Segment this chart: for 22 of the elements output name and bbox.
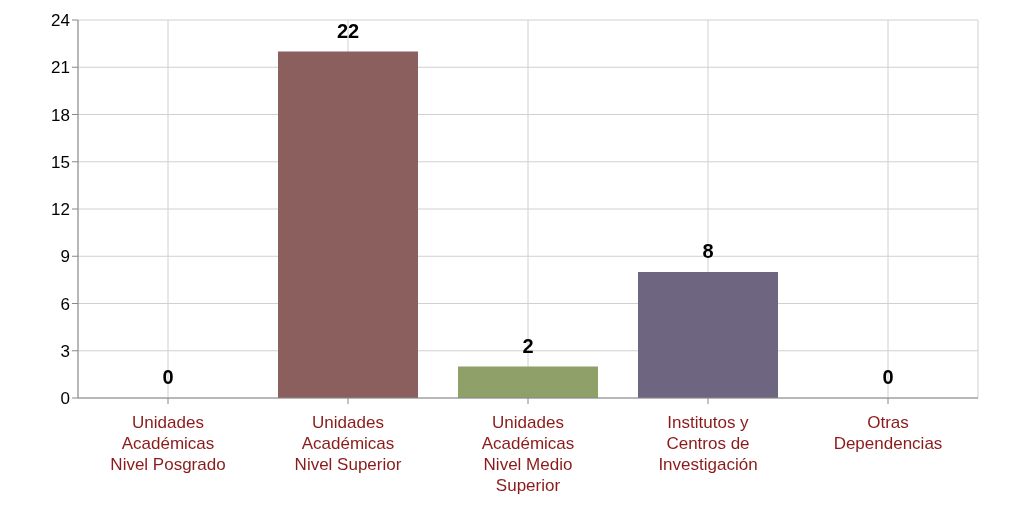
x-tick-label: Unidades Académicas Nivel Superior [294, 413, 402, 474]
y-tick-label: 15 [51, 152, 70, 172]
y-tick-label: 12 [51, 200, 70, 220]
y-tick-label: 24 [51, 11, 70, 31]
y-tick-label: 3 [60, 341, 70, 361]
x-tick-label: Unidades Académicas Nivel Medio Superior [481, 413, 575, 495]
bar [638, 272, 778, 398]
data-label: 0 [162, 366, 174, 388]
y-tick-label: 6 [60, 294, 70, 314]
data-label: 22 [336, 19, 360, 42]
bar [278, 51, 418, 398]
data-label: 2 [522, 334, 534, 357]
y-tick-label: 18 [51, 105, 70, 125]
y-tick-label: 21 [51, 58, 70, 78]
y-tick-label: 9 [60, 247, 70, 267]
data-label: 0 [882, 366, 894, 388]
y-tick-label: 0 [60, 389, 70, 409]
data-label: 8 [702, 240, 714, 262]
x-tick-label: Institutos y Centros de Investigación [658, 413, 758, 474]
x-tick-label: Unidades Académicas Nivel Posgrado [110, 413, 226, 474]
bar [458, 366, 598, 398]
x-tick-label: Otras Dependencias [833, 413, 943, 453]
